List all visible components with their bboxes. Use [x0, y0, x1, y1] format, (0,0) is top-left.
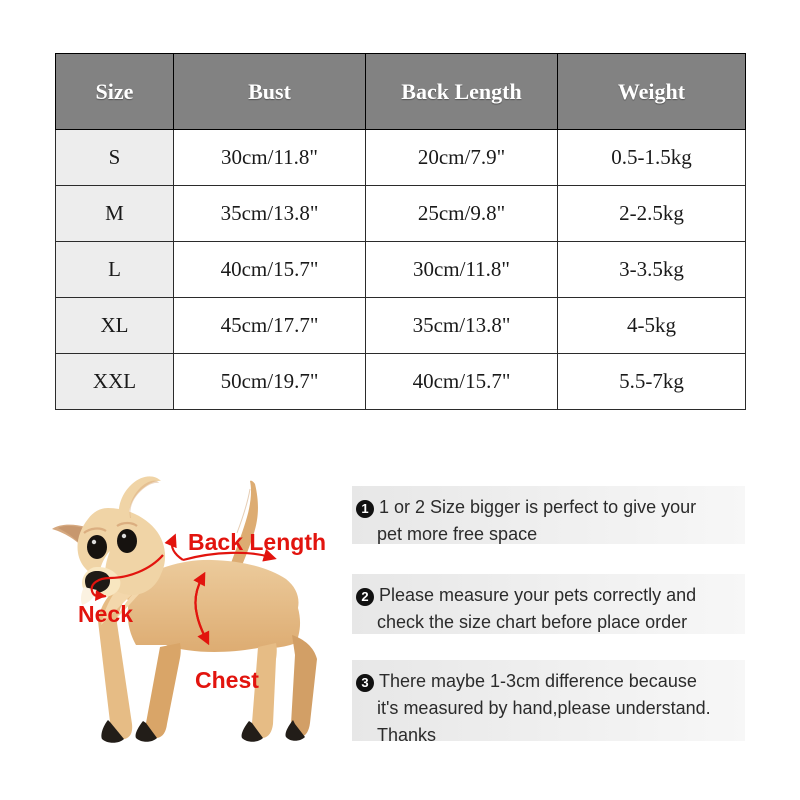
svg-text:Chest: Chest	[195, 667, 259, 693]
svg-text:Neck: Neck	[78, 601, 133, 627]
svg-text:Back Length: Back Length	[188, 529, 326, 555]
